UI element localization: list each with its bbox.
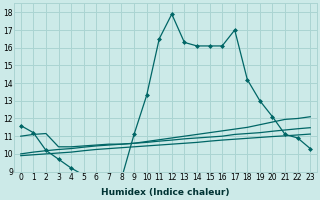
X-axis label: Humidex (Indice chaleur): Humidex (Indice chaleur) bbox=[101, 188, 230, 197]
